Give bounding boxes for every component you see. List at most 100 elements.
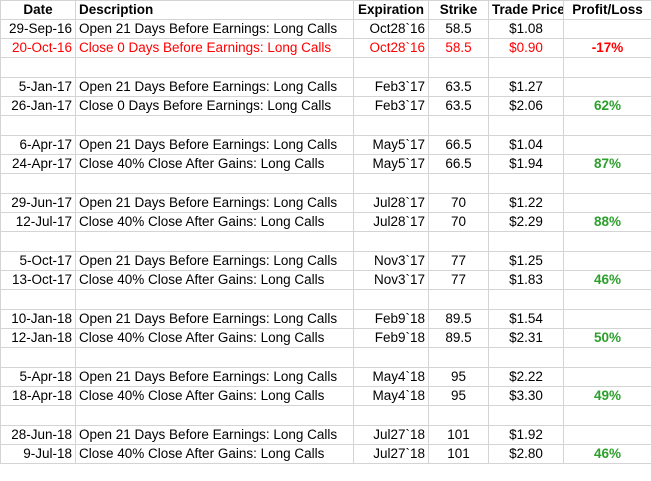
header-expiration[interactable]: Expiration <box>353 0 429 20</box>
empty-cell[interactable] <box>563 405 651 426</box>
cell-date[interactable]: 5-Oct-17 <box>0 251 76 271</box>
cell-description[interactable]: Close 40% Close After Gains: Long Calls <box>75 444 354 464</box>
cell-strike[interactable]: 77 <box>428 251 489 271</box>
cell-profit-loss[interactable] <box>563 367 651 387</box>
empty-cell[interactable] <box>563 347 651 368</box>
cell-date[interactable]: 13-Oct-17 <box>0 270 76 290</box>
empty-cell[interactable] <box>353 57 429 78</box>
cell-expiration[interactable]: Jul27`18 <box>353 425 429 445</box>
empty-cell[interactable] <box>428 173 489 194</box>
cell-profit-loss[interactable]: 46% <box>563 270 651 290</box>
empty-cell[interactable] <box>563 57 651 78</box>
cell-strike[interactable]: 77 <box>428 270 489 290</box>
cell-trade-price[interactable]: $1.83 <box>488 270 564 290</box>
cell-trade-price[interactable]: $0.90 <box>488 38 564 58</box>
empty-cell[interactable] <box>488 57 564 78</box>
cell-description[interactable]: Close 0 Days Before Earnings: Long Calls <box>75 38 354 58</box>
empty-cell[interactable] <box>0 405 76 426</box>
cell-trade-price[interactable]: $1.92 <box>488 425 564 445</box>
empty-cell[interactable] <box>563 231 651 252</box>
empty-cell[interactable] <box>353 347 429 368</box>
cell-expiration[interactable]: Nov3`17 <box>353 251 429 271</box>
cell-date[interactable]: 5-Apr-18 <box>0 367 76 387</box>
cell-trade-price[interactable]: $2.29 <box>488 212 564 232</box>
cell-trade-price[interactable]: $1.22 <box>488 193 564 213</box>
cell-expiration[interactable]: Oct28`16 <box>353 38 429 58</box>
cell-date[interactable]: 29-Sep-16 <box>0 19 76 39</box>
cell-trade-price[interactable]: $1.54 <box>488 309 564 329</box>
cell-strike[interactable]: 70 <box>428 212 489 232</box>
header-description[interactable]: Description <box>75 0 354 20</box>
empty-cell[interactable] <box>563 173 651 194</box>
empty-cell[interactable] <box>428 115 489 136</box>
empty-cell[interactable] <box>488 115 564 136</box>
cell-date[interactable]: 5-Jan-17 <box>0 77 76 97</box>
cell-expiration[interactable]: Oct28`16 <box>353 19 429 39</box>
cell-description[interactable]: Close 40% Close After Gains: Long Calls <box>75 270 354 290</box>
cell-trade-price[interactable]: $1.94 <box>488 154 564 174</box>
cell-trade-price[interactable]: $1.04 <box>488 135 564 155</box>
cell-expiration[interactable]: Feb9`18 <box>353 328 429 348</box>
cell-profit-loss[interactable] <box>563 425 651 445</box>
cell-date[interactable]: 26-Jan-17 <box>0 96 76 116</box>
cell-strike[interactable]: 63.5 <box>428 77 489 97</box>
cell-strike[interactable]: 95 <box>428 367 489 387</box>
cell-expiration[interactable]: Nov3`17 <box>353 270 429 290</box>
empty-cell[interactable] <box>428 289 489 310</box>
empty-cell[interactable] <box>563 289 651 310</box>
cell-trade-price[interactable]: $2.22 <box>488 367 564 387</box>
cell-date[interactable]: 29-Jun-17 <box>0 193 76 213</box>
cell-date[interactable]: 18-Apr-18 <box>0 386 76 406</box>
cell-profit-loss[interactable]: 87% <box>563 154 651 174</box>
cell-date[interactable]: 12-Jan-18 <box>0 328 76 348</box>
empty-cell[interactable] <box>488 405 564 426</box>
empty-cell[interactable] <box>353 405 429 426</box>
empty-cell[interactable] <box>0 347 76 368</box>
cell-trade-price[interactable]: $1.27 <box>488 77 564 97</box>
cell-date[interactable]: 20-Oct-16 <box>0 38 76 58</box>
empty-cell[interactable] <box>488 347 564 368</box>
cell-profit-loss[interactable] <box>563 135 651 155</box>
cell-description[interactable]: Open 21 Days Before Earnings: Long Calls <box>75 309 354 329</box>
cell-profit-loss[interactable]: 46% <box>563 444 651 464</box>
cell-description[interactable]: Open 21 Days Before Earnings: Long Calls <box>75 193 354 213</box>
cell-profit-loss[interactable] <box>563 309 651 329</box>
cell-strike[interactable]: 58.5 <box>428 19 489 39</box>
empty-cell[interactable] <box>353 115 429 136</box>
empty-cell[interactable] <box>428 405 489 426</box>
header-strike[interactable]: Strike <box>428 0 489 20</box>
cell-strike[interactable]: 89.5 <box>428 309 489 329</box>
cell-description[interactable]: Open 21 Days Before Earnings: Long Calls <box>75 251 354 271</box>
cell-trade-price[interactable]: $2.80 <box>488 444 564 464</box>
empty-cell[interactable] <box>428 347 489 368</box>
cell-profit-loss[interactable]: 50% <box>563 328 651 348</box>
cell-profit-loss[interactable] <box>563 19 651 39</box>
cell-description[interactable]: Close 40% Close After Gains: Long Calls <box>75 386 354 406</box>
empty-cell[interactable] <box>75 57 354 78</box>
cell-strike[interactable]: 66.5 <box>428 135 489 155</box>
cell-expiration[interactable]: May5`17 <box>353 135 429 155</box>
cell-description[interactable]: Close 0 Days Before Earnings: Long Calls <box>75 96 354 116</box>
cell-strike[interactable]: 95 <box>428 386 489 406</box>
cell-expiration[interactable]: May4`18 <box>353 386 429 406</box>
cell-strike[interactable]: 89.5 <box>428 328 489 348</box>
cell-date[interactable]: 10-Jan-18 <box>0 309 76 329</box>
cell-strike[interactable]: 101 <box>428 425 489 445</box>
empty-cell[interactable] <box>563 115 651 136</box>
cell-description[interactable]: Open 21 Days Before Earnings: Long Calls <box>75 135 354 155</box>
header-date[interactable]: Date <box>0 0 76 20</box>
cell-profit-loss[interactable] <box>563 193 651 213</box>
cell-expiration[interactable]: Jul27`18 <box>353 444 429 464</box>
empty-cell[interactable] <box>353 289 429 310</box>
cell-description[interactable]: Open 21 Days Before Earnings: Long Calls <box>75 19 354 39</box>
cell-description[interactable]: Open 21 Days Before Earnings: Long Calls <box>75 77 354 97</box>
empty-cell[interactable] <box>353 231 429 252</box>
empty-cell[interactable] <box>0 57 76 78</box>
cell-profit-loss[interactable] <box>563 251 651 271</box>
cell-description[interactable]: Open 21 Days Before Earnings: Long Calls <box>75 367 354 387</box>
empty-cell[interactable] <box>75 289 354 310</box>
cell-expiration[interactable]: May5`17 <box>353 154 429 174</box>
cell-expiration[interactable]: May4`18 <box>353 367 429 387</box>
cell-trade-price[interactable]: $1.25 <box>488 251 564 271</box>
cell-strike[interactable]: 70 <box>428 193 489 213</box>
